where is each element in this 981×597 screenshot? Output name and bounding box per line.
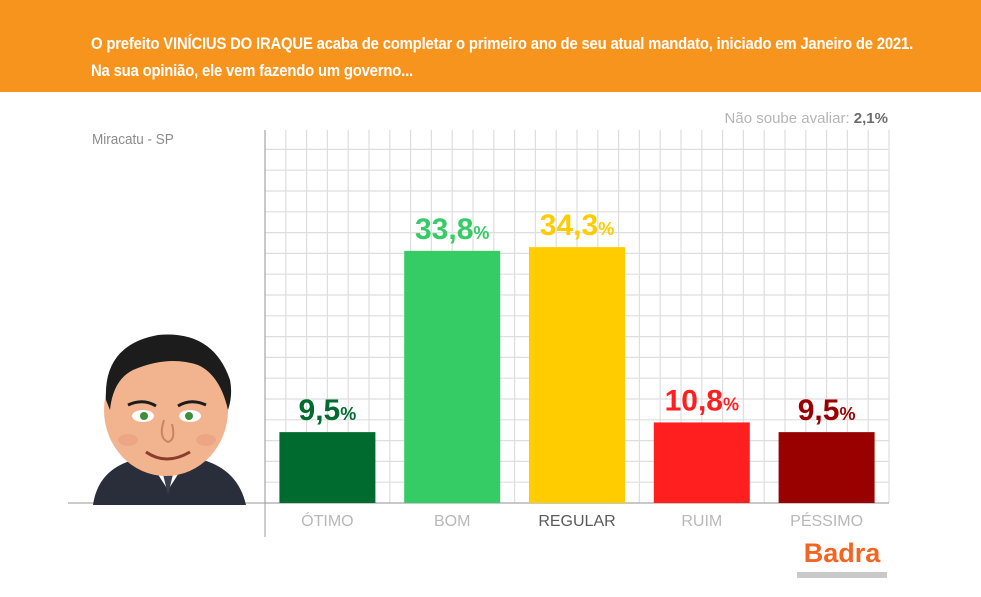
chart-category-labels: ÓTIMO BOM REGULAR RUIM PÉSSIMO	[301, 511, 863, 530]
bar-value-label-2: 33,8%	[415, 213, 489, 246]
bar-value-label-3: 34,3%	[540, 209, 614, 242]
location-label: Miracatu - SP	[92, 131, 174, 148]
chart-value-labels: 9,5% 33,8% 34,3% 10,8% 9,5%	[299, 209, 856, 427]
header-banner: O prefeito VINÍCIUS DO IRAQUE acaba de c…	[0, 0, 981, 92]
bar-value-label-1: 9,5%	[299, 394, 357, 427]
question-line-2: Na sua opinião, ele vem fazendo um gover…	[91, 62, 413, 80]
badra-logo-text: Badra	[803, 538, 881, 568]
bar-value-label-5: 9,5%	[798, 394, 856, 427]
nao-soube-label: Não soube avaliar:	[724, 110, 850, 127]
category-label-2: BOM	[434, 513, 470, 530]
bar-3	[529, 247, 625, 503]
badra-logo: Badra	[796, 538, 888, 580]
nao-soube-avaliar: Não soube avaliar: 2,1%	[725, 110, 888, 127]
bar-5	[778, 432, 875, 503]
category-label-5: PÉSSIMO	[790, 511, 863, 530]
category-label-1: ÓTIMO	[301, 511, 353, 530]
bar-value-label-4: 10,8%	[665, 384, 739, 417]
bar-4	[653, 422, 750, 503]
category-label-4: RUIM	[681, 513, 722, 530]
bar-2	[404, 250, 501, 503]
badra-logo-underline	[797, 572, 887, 578]
bar-1	[279, 432, 376, 503]
mayor-caricature-avatar	[93, 334, 246, 505]
question-line-1: O prefeito VINÍCIUS DO IRAQUE acaba de c…	[91, 35, 914, 53]
nao-soube-value: 2,1%	[853, 110, 888, 127]
chart-bars	[279, 247, 875, 503]
category-label-3: REGULAR	[538, 513, 615, 530]
